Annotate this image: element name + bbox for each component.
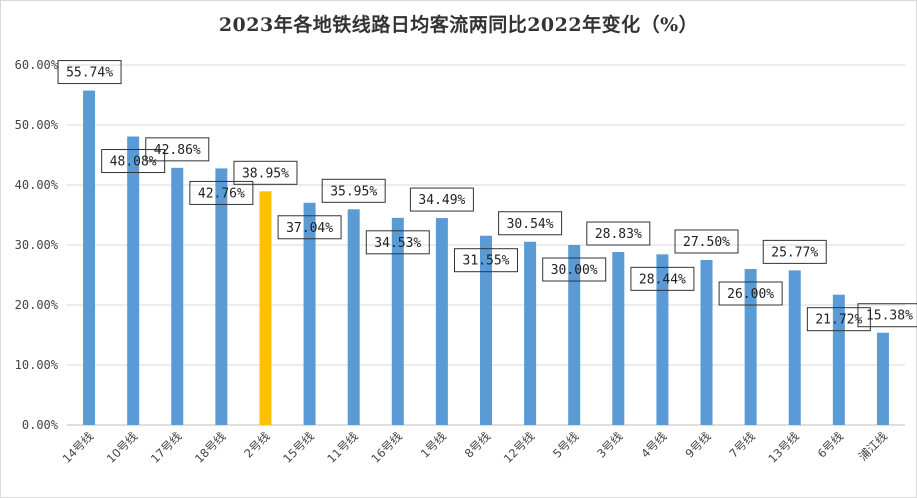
data-label-box	[409, 187, 474, 212]
category-label: 10号线	[104, 429, 141, 466]
category-label: 12号线	[501, 429, 538, 466]
y-tick-label: 20.00%	[15, 298, 59, 312]
category-label: 2号线	[241, 429, 273, 461]
category-label: 16号线	[368, 429, 405, 466]
bar	[435, 218, 448, 425]
category-label: 9号线	[682, 429, 714, 461]
bar	[612, 252, 625, 425]
data-label: 48.08%	[110, 155, 157, 170]
data-label: 35.95%	[330, 184, 377, 199]
bar	[700, 260, 713, 425]
y-tick-label: 60.00%	[15, 58, 59, 72]
data-label: 21.72%	[815, 313, 862, 328]
data-label-box	[674, 229, 739, 254]
data-label-box	[806, 307, 871, 332]
data-label-box	[762, 239, 827, 264]
bar	[215, 168, 228, 425]
category-label: 6号线	[815, 429, 847, 461]
bar	[303, 202, 316, 425]
data-label-box	[586, 221, 651, 246]
bar	[171, 167, 184, 425]
chart-title: 2023年各地铁线路日均客流两同比2022年变化（%）	[218, 14, 699, 36]
y-tick-label: 30.00%	[15, 238, 59, 252]
data-label: 15.38%	[866, 309, 913, 324]
category-label: 13号线	[765, 429, 802, 466]
data-label-box	[365, 230, 430, 255]
category-label: 17号线	[148, 429, 185, 466]
bar	[127, 136, 140, 425]
bar	[656, 254, 669, 425]
data-label: 25.77%	[771, 245, 818, 260]
data-label: 31.55%	[463, 254, 510, 269]
bar	[744, 269, 757, 425]
bar	[480, 235, 492, 425]
category-label: 3号线	[594, 429, 626, 461]
data-label-box	[145, 137, 210, 162]
category-label: 11号线	[324, 429, 361, 466]
category-label: 4号线	[638, 429, 670, 461]
data-label: 55.74%	[66, 66, 113, 81]
data-label-box	[542, 257, 607, 282]
category-label: 18号线	[192, 429, 229, 466]
bar	[347, 209, 360, 425]
data-label-box	[630, 266, 695, 291]
category-label: 15号线	[280, 429, 317, 466]
bar-highlight	[259, 191, 272, 425]
category-label: 7号线	[726, 429, 758, 461]
data-label: 38.95%	[242, 166, 289, 181]
data-label-box	[277, 215, 342, 240]
data-label: 42.86%	[154, 143, 201, 158]
category-label: 浦江线	[856, 429, 891, 464]
bar	[568, 245, 581, 425]
bar	[524, 241, 537, 425]
data-label: 28.44%	[639, 272, 686, 287]
data-label: 28.83%	[595, 227, 642, 242]
data-label: 34.53%	[374, 236, 421, 251]
y-tick-label: 40.00%	[15, 178, 59, 192]
y-tick-label: 50.00%	[15, 118, 59, 132]
bar	[832, 294, 845, 425]
data-label: 26.00%	[727, 287, 774, 302]
data-label: 30.54%	[507, 217, 554, 232]
category-label: 5号线	[550, 429, 582, 461]
bar	[876, 332, 889, 425]
data-label-box	[454, 248, 518, 273]
bar	[391, 217, 404, 425]
data-label-box	[857, 303, 917, 328]
data-label: 37.04%	[286, 221, 333, 236]
data-label-box	[321, 178, 386, 203]
y-tick-label: 0.00%	[22, 418, 59, 432]
category-label: 14号线	[60, 429, 97, 466]
data-label: 34.49%	[418, 193, 465, 208]
data-label: 27.50%	[683, 235, 730, 250]
data-label-box	[189, 180, 254, 205]
y-tick-label: 10.00%	[15, 358, 59, 372]
bar	[788, 270, 801, 425]
data-label-box	[57, 60, 122, 85]
data-label: 42.76%	[198, 186, 245, 201]
data-label-box	[718, 281, 783, 306]
data-label: 30.00%	[551, 263, 598, 278]
bar	[83, 90, 96, 425]
category-label: 1号线	[418, 429, 450, 461]
data-label-box	[498, 211, 563, 236]
data-label-box	[233, 160, 298, 185]
category-label: 8号线	[462, 429, 494, 461]
